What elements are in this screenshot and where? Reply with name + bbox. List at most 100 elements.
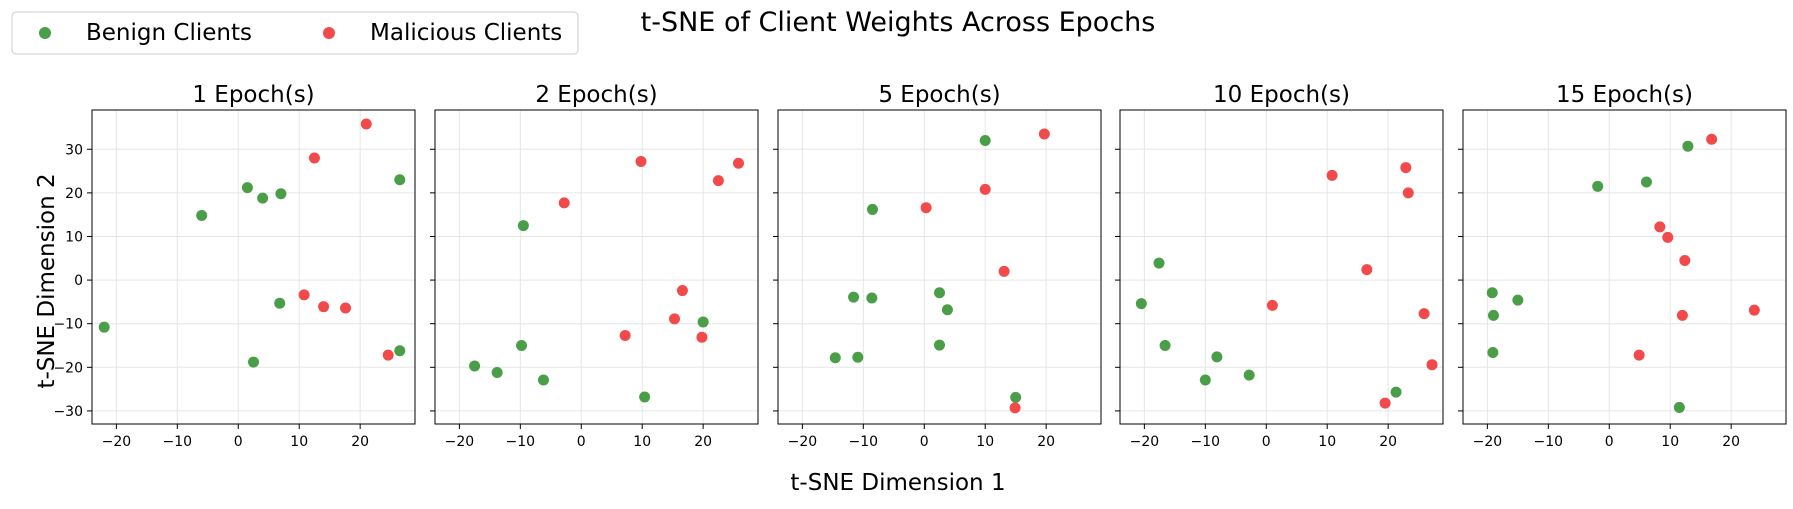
malicious-point — [998, 265, 1010, 277]
benign-point — [941, 304, 953, 316]
x-tick-label: 0 — [577, 434, 586, 450]
benign-point — [697, 316, 709, 328]
malicious-point — [1379, 397, 1391, 409]
legend-marker-benign — [39, 27, 51, 39]
malicious-point — [1633, 349, 1645, 361]
benign-point — [1010, 391, 1022, 403]
benign-point — [866, 203, 878, 215]
malicious-point — [1038, 128, 1050, 140]
malicious-point — [712, 175, 724, 187]
malicious-point — [619, 329, 631, 341]
benign-point — [1673, 401, 1685, 413]
axes-frame — [1119, 109, 1444, 425]
malicious-point — [1676, 309, 1688, 321]
axes-frame — [777, 109, 1102, 425]
benign-point — [394, 345, 406, 357]
benign-point — [257, 192, 269, 204]
malicious-point — [1662, 231, 1674, 243]
subplot-title: 1 Epoch(s) — [192, 82, 314, 108]
subplot-title: 2 Epoch(s) — [535, 82, 657, 108]
malicious-point — [1654, 221, 1666, 233]
malicious-point — [308, 152, 320, 164]
malicious-point — [696, 331, 708, 343]
malicious-point — [298, 289, 310, 301]
malicious-point — [669, 313, 681, 325]
x-tick-label: 10 — [976, 434, 994, 450]
benign-point — [979, 135, 991, 147]
benign-point — [1243, 369, 1255, 381]
legend-label-malicious: Malicious Clients — [370, 20, 562, 46]
x-tick-label: 20 — [1037, 434, 1055, 450]
x-tick-label: −10 — [163, 434, 193, 450]
malicious-point — [1009, 402, 1021, 414]
benign-point — [1211, 351, 1223, 363]
benign-point — [1640, 176, 1652, 188]
y-axis-label: t-SNE Dimension 2 — [34, 173, 60, 388]
benign-point — [537, 374, 549, 386]
x-tick-label: −10 — [506, 434, 536, 450]
subplot-title: 5 Epoch(s) — [878, 82, 1000, 108]
benign-point — [852, 351, 864, 363]
x-tick-label: −20 — [788, 434, 818, 450]
benign-point — [517, 220, 529, 232]
subplot-1: −20 −10 0 10 20 −30 −20 −10 0 10 20 30 1 Epoch(s) — [53, 82, 416, 450]
malicious-point — [732, 157, 744, 169]
y-tick-label: 20 — [65, 186, 83, 202]
benign-point — [98, 321, 110, 333]
malicious-point — [318, 301, 330, 313]
malicious-point — [340, 302, 352, 314]
y-tick-label: −30 — [53, 404, 83, 420]
x-tick-label: −10 — [1191, 434, 1221, 450]
axes-frame — [434, 109, 759, 425]
x-tick-label: −20 — [1473, 434, 1503, 450]
legend-label-benign: Benign Clients — [86, 20, 252, 46]
malicious-point — [360, 118, 372, 130]
y-tick-label: −10 — [53, 317, 83, 333]
benign-point — [934, 287, 945, 299]
benign-point — [1390, 386, 1402, 398]
benign-point — [275, 188, 287, 200]
benign-point — [1512, 294, 1524, 306]
benign-point — [848, 291, 860, 303]
axes-frame — [1462, 109, 1787, 425]
malicious-point — [920, 202, 932, 214]
y-tick-label: 10 — [65, 229, 83, 245]
benign-point — [1487, 309, 1499, 321]
benign-point — [1153, 257, 1165, 269]
malicious-point — [1400, 162, 1412, 174]
malicious-point — [558, 197, 570, 209]
benign-point — [1682, 140, 1694, 152]
benign-point — [196, 210, 208, 222]
malicious-point — [1266, 299, 1278, 311]
x-tick-label: 10 — [290, 434, 308, 450]
malicious-point — [635, 155, 647, 167]
subplot-4: −20 −10 0 10 20 10 Epoch(s) — [1115, 82, 1444, 450]
benign-point — [491, 367, 503, 379]
x-tick-label: 0 — [1605, 434, 1614, 450]
subplot-title: 10 Epoch(s) — [1213, 82, 1350, 108]
benign-point — [829, 352, 841, 364]
figure-title: t-SNE of Client Weights Across Epochs — [641, 7, 1156, 38]
x-tick-label: 20 — [351, 434, 369, 450]
benign-point — [1592, 180, 1604, 192]
subplot-2: −20 −10 0 10 20 2 Epoch(s) — [430, 82, 759, 450]
benign-point — [469, 360, 481, 372]
x-tick-label: 0 — [234, 434, 243, 450]
malicious-point — [1326, 169, 1338, 181]
malicious-point — [1426, 359, 1438, 371]
malicious-point — [1706, 133, 1718, 145]
legend-frame — [11, 11, 579, 55]
x-tick-label: −20 — [102, 434, 132, 450]
legend-marker-malicious — [323, 27, 335, 39]
x-tick-label: 20 — [694, 434, 712, 450]
x-tick-label: 10 — [633, 434, 651, 450]
benign-point — [394, 174, 406, 186]
benign-point — [516, 340, 528, 351]
x-tick-label: 20 — [1379, 434, 1397, 450]
y-tick-label: −20 — [53, 360, 83, 376]
x-tick-label: 10 — [1318, 434, 1336, 450]
benign-point — [1487, 346, 1499, 358]
axes-frame — [91, 109, 416, 425]
